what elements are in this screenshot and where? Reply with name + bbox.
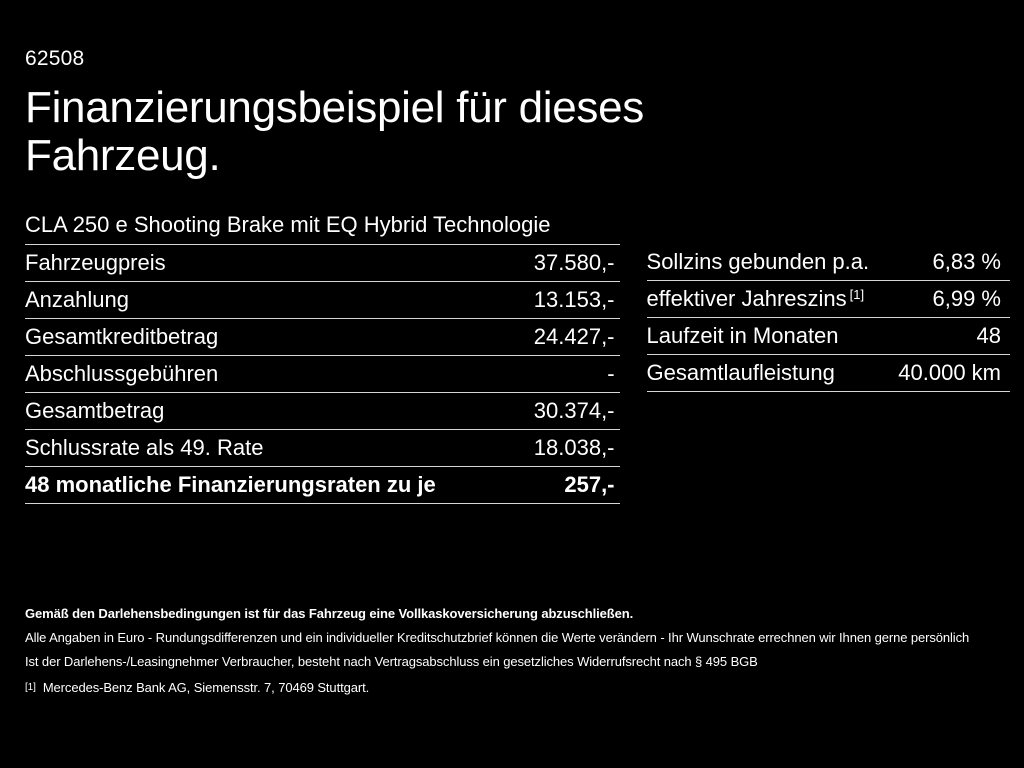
legal-footer: Gemäß den Darlehensbedingungen ist für d… xyxy=(25,604,1010,700)
insurance-note: Gemäß den Darlehensbedingungen ist für d… xyxy=(25,606,634,621)
column-spacer xyxy=(647,208,1010,244)
row-label: Gesamtbetrag xyxy=(25,398,165,423)
footnote-marker: [1] xyxy=(25,682,36,693)
finance-details: CLA 250 e Shooting Brake mit EQ Hybrid T… xyxy=(25,208,1010,504)
row-label-text: effektiver Jahreszins xyxy=(646,286,847,311)
conditions-column: Sollzins gebunden p.a. 6,83 % effektiver… xyxy=(646,208,1010,504)
row-label: Gesamtlaufleistung xyxy=(646,360,835,385)
finance-table: Fahrzeugpreis 37.580,- Anzahlung 13.153,… xyxy=(25,244,620,504)
finance-column: CLA 250 e Shooting Brake mit EQ Hybrid T… xyxy=(25,208,620,504)
row-value: 30.374,- xyxy=(533,398,615,423)
table-row-gesamtbetrag: Gesamtbetrag 30.374,- xyxy=(25,393,620,430)
table-row-gesamtlaufleistung: Gesamtlaufleistung 40.000 km xyxy=(646,355,1010,392)
footnote-text: Mercedes-Benz Bank AG, Siemensstr. 7, 70… xyxy=(42,680,370,695)
page-title-line-1: Finanzierungsbeispiel für dieses xyxy=(25,83,644,132)
row-value: 257,- xyxy=(564,472,615,497)
row-value: - xyxy=(607,361,615,386)
row-label: 48 monatliche Finanzierungsraten zu je xyxy=(25,472,436,497)
row-label: Laufzeit in Monaten xyxy=(646,323,839,348)
row-value: 18.038,- xyxy=(533,435,615,460)
table-row-monatsrate: 48 monatliche Finanzierungsraten zu je 2… xyxy=(25,467,620,504)
table-row-sollzins: Sollzins gebunden p.a. 6,83 % xyxy=(646,244,1010,281)
table-row-fahrzeugpreis: Fahrzeugpreis 37.580,- xyxy=(25,245,620,282)
row-label: effektiver Jahreszins [1] xyxy=(647,286,865,312)
row-label: Schlussrate als 49. Rate xyxy=(25,435,264,460)
table-row-abschlussgebuehren: Abschlussgebühren - xyxy=(25,356,620,393)
page-title: Finanzierungsbeispiel für dieses Fahrzeu… xyxy=(25,84,785,180)
table-row-effektiver-jahreszins: effektiver Jahreszins [1] 6,99 % xyxy=(646,281,1010,318)
row-value: 48 xyxy=(976,323,1001,348)
row-label: Gesamtkreditbetrag xyxy=(25,324,219,349)
table-row-gesamtkreditbetrag: Gesamtkreditbetrag 24.427,- xyxy=(25,319,620,356)
table-row-schlussrate: Schlussrate als 49. Rate 18.038,- xyxy=(25,430,620,467)
withdrawal-note: Ist der Darlehens-/Leasingnehmer Verbrau… xyxy=(25,654,758,669)
ref-number: 62508 xyxy=(25,47,85,70)
row-value: 24.427,- xyxy=(533,324,615,349)
footnote-ref-superscript: [1] xyxy=(849,287,865,302)
disclaimer-note: Alle Angaben in Euro - Rundungsdifferenz… xyxy=(25,630,970,645)
row-value: 6,83 % xyxy=(932,249,1002,274)
row-label: Anzahlung xyxy=(25,287,129,312)
row-label: Sollzins gebunden p.a. xyxy=(646,249,870,274)
conditions-table: Sollzins gebunden p.a. 6,83 % effektiver… xyxy=(646,244,1010,392)
table-row-laufzeit: Laufzeit in Monaten 48 xyxy=(646,318,1010,355)
row-label: Fahrzeugpreis xyxy=(25,250,166,275)
row-label: Abschlussgebühren xyxy=(25,361,219,386)
page-title-line-2: Fahrzeug. xyxy=(25,131,221,180)
row-value: 40.000 km xyxy=(898,360,1001,385)
row-value: 13.153,- xyxy=(533,287,615,312)
table-row-anzahlung: Anzahlung 13.153,- xyxy=(25,282,620,319)
row-value: 6,99 % xyxy=(932,286,1002,311)
bank-footnote: [1] Mercedes-Benz Bank AG, Siemensstr. 7,… xyxy=(25,678,1010,700)
row-value: 37.580,- xyxy=(533,250,615,275)
vehicle-name: CLA 250 e Shooting Brake mit EQ Hybrid T… xyxy=(25,212,551,237)
